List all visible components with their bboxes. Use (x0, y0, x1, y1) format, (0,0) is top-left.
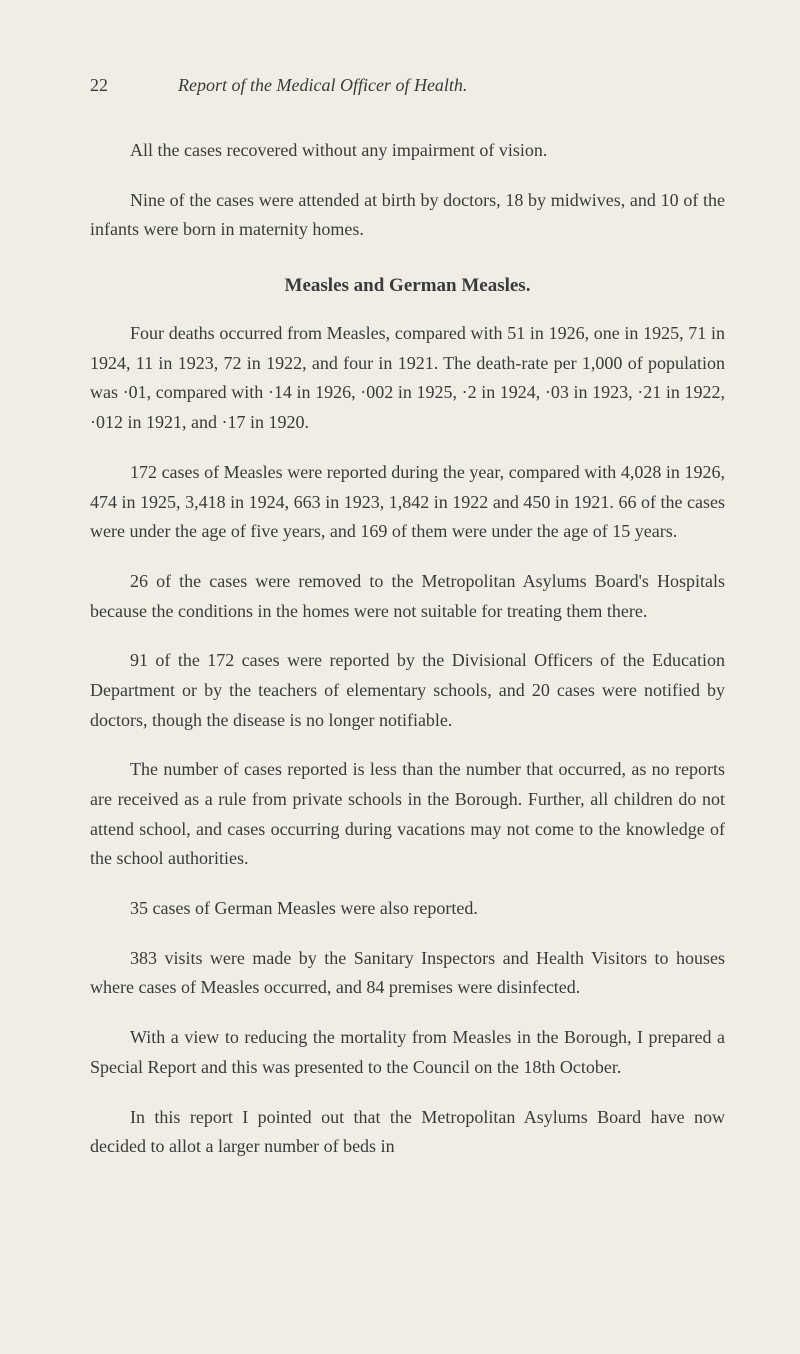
body-paragraph: 383 visits were made by the Sanitary Ins… (90, 944, 725, 1003)
body-paragraph: With a view to reducing the mortality fr… (90, 1023, 725, 1082)
body-paragraph: Four deaths occurred from Measles, compa… (90, 319, 725, 438)
body-paragraph: In this report I pointed out that the Me… (90, 1103, 725, 1162)
page-number: 22 (90, 75, 108, 96)
body-paragraph: The number of cases reported is less tha… (90, 755, 725, 874)
body-paragraph: Nine of the cases were attended at birth… (90, 186, 725, 245)
body-paragraph: 26 of the cases were removed to the Metr… (90, 567, 725, 626)
body-paragraph: 91 of the 172 cases were reported by the… (90, 646, 725, 735)
section-heading: Measles and German Measles. (90, 275, 725, 297)
body-paragraph: 35 cases of German Measles were also rep… (90, 894, 725, 924)
body-paragraph: 172 cases of Measles were reported durin… (90, 458, 725, 547)
page-header: 22 Report of the Medical Officer of Heal… (90, 75, 725, 96)
body-paragraph: All the cases recovered without any impa… (90, 136, 725, 166)
running-title: Report of the Medical Officer of Health. (178, 75, 467, 96)
